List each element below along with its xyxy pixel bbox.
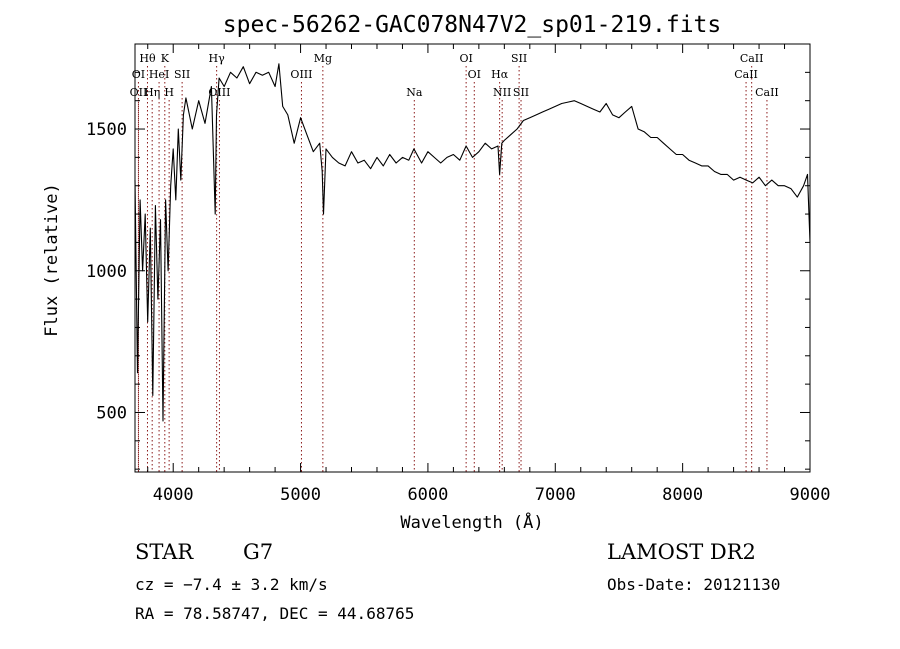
- survey-name: LAMOST DR2: [607, 540, 756, 564]
- object-class: STAR: [135, 540, 194, 564]
- spectral-line-label: SII: [511, 52, 527, 65]
- x-axis-label: Wavelength (Å): [400, 511, 543, 533]
- y-tick-label: 500: [96, 403, 127, 423]
- spectral-line-label: Mg: [314, 52, 332, 65]
- spectral-line-label: NII: [493, 86, 511, 99]
- spectrum-line: [134, 63, 811, 422]
- spectral-line-label: OI: [459, 52, 472, 65]
- spectral-line-label: CaII: [734, 68, 758, 81]
- y-axis-label: Flux (relative): [42, 183, 62, 337]
- y-tick-label: 1500: [86, 120, 127, 140]
- spectral-line-label: OII: [130, 86, 148, 99]
- spectral-line-label: Hγ: [209, 52, 226, 65]
- coordinates-ra-dec: RA = 78.58747, DEC = 44.68765: [135, 604, 414, 623]
- plot-frame: [134, 43, 811, 473]
- redshift-cz: cz = −7.4 ± 3.2 km/s: [135, 575, 328, 594]
- chart-title: spec-56262-GAC078N47V2_sp01-219.fits: [223, 12, 722, 38]
- x-tick-label: 6000: [407, 485, 448, 505]
- spectral-line-label: Na: [406, 86, 423, 99]
- spectral-line-label: SII: [513, 86, 529, 99]
- x-tick-label: 7000: [535, 485, 576, 505]
- spectral-line-label: SII: [174, 68, 190, 81]
- object-subclass: G7: [243, 540, 273, 564]
- spectral-line-label: HeI: [149, 68, 169, 81]
- spectral-line-label: CaII: [755, 86, 779, 99]
- spectral-line-label: H: [164, 86, 174, 99]
- y-tick-label: 1000: [86, 262, 127, 282]
- x-tick-label: 4000: [153, 485, 194, 505]
- x-tick-label: 9000: [790, 485, 831, 505]
- y-axis: 500 1000 1500: [86, 43, 810, 470]
- spectral-line-label: OIII: [208, 86, 230, 99]
- spectral-line-label: OI: [132, 68, 145, 81]
- spectral-line-label: Hα: [491, 68, 509, 81]
- spectral-line-label: CaII: [740, 52, 764, 65]
- spectral-line-label: OI: [468, 68, 481, 81]
- line-markers: [137, 66, 768, 472]
- spectral-line-label: OIII: [290, 68, 312, 81]
- x-tick-label: 8000: [662, 485, 703, 505]
- x-axis: 4000 5000 6000 7000 8000 9000: [147, 44, 831, 505]
- spectral-line-label: Hη: [144, 86, 160, 99]
- spectral-line-label: Hθ: [139, 52, 156, 65]
- spectral-line-label: K: [161, 52, 170, 65]
- observation-date: Obs-Date: 20121130: [607, 575, 780, 594]
- x-tick-label: 5000: [280, 485, 321, 505]
